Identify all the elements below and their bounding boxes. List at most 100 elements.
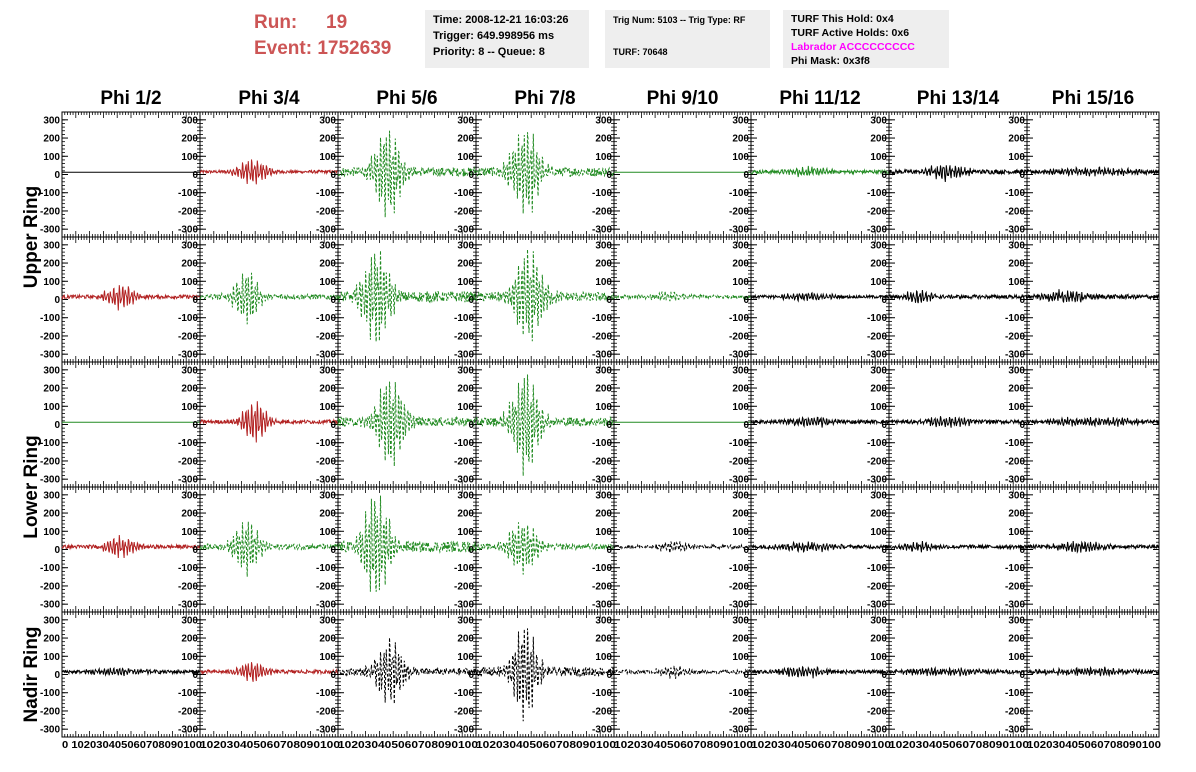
column-header-3: Phi 5/6	[376, 88, 437, 109]
ytick-label: -100	[178, 438, 198, 449]
panel-frame-r1-c5	[613, 111, 752, 238]
ytick-label: -100	[729, 188, 749, 199]
ytick-label: -200	[178, 331, 198, 342]
ytick-label: 0	[743, 295, 749, 306]
run-event-header: Run: 19 Event: 1752639	[254, 10, 391, 62]
ytick-label: 100	[457, 402, 474, 413]
ytick-label: -100	[729, 313, 749, 324]
panel-frame-r1-c2	[199, 111, 339, 238]
waveform-r2-c2	[199, 272, 339, 325]
ytick-label: 200	[457, 134, 474, 145]
ytick-label: -200	[454, 331, 474, 342]
ytick-label: 0	[192, 420, 198, 431]
ytick-label: -100	[592, 188, 612, 199]
ytick-label: 0	[54, 170, 60, 181]
ytick-label: -200	[454, 206, 474, 217]
waveform-r1-c3	[337, 130, 477, 218]
ytick-label: 300	[43, 365, 60, 376]
ytick-label: 300	[43, 490, 60, 501]
ytick-label: -100	[178, 188, 198, 199]
ytick-label: 300	[1008, 240, 1025, 251]
ytick-label: 200	[1008, 384, 1025, 395]
panel-frame-r1-c1	[61, 111, 201, 238]
ytick-label: -300	[1005, 475, 1025, 486]
ytick-label: 100	[732, 152, 749, 163]
trigger-text: Trigger: 649.998956 ms	[433, 30, 555, 42]
ytick-label: -200	[1005, 456, 1025, 467]
trig-info-box: Trig Num: 5103 -- Trig Type: RF TURF: 70…	[605, 10, 770, 68]
ytick-label: -300	[454, 350, 474, 361]
ytick-label: 0	[606, 420, 612, 431]
ytick-label: -200	[40, 581, 60, 592]
ytick-label: 300	[181, 240, 198, 251]
ytick-label: 300	[181, 490, 198, 501]
panel-frame-r3-c6	[750, 361, 890, 488]
ytick-label: 300	[181, 365, 198, 376]
ytick-label: -200	[592, 331, 612, 342]
ytick-label: -300	[867, 475, 887, 486]
ytick-label: 300	[870, 115, 887, 126]
ring-label-2: Lower Ring	[21, 435, 42, 538]
time-text: Time: 2008-12-21 16:03:26	[433, 14, 569, 26]
ytick-label: 0	[606, 170, 612, 181]
panel-frame-r2-c2	[199, 236, 339, 363]
ytick-label: -100	[316, 563, 336, 574]
ytick-label: 100	[181, 277, 198, 288]
ytick-label: 300	[43, 240, 60, 251]
ytick-label: -200	[1005, 206, 1025, 217]
ytick-label: 200	[43, 134, 60, 145]
ytick-label: 200	[870, 259, 887, 270]
ytick-label: -300	[867, 225, 887, 236]
ytick-label: -200	[729, 206, 749, 217]
turf-text: TURF: 70648	[613, 47, 668, 57]
ytick-label: -100	[1005, 438, 1025, 449]
waveform-r2-c5	[613, 291, 752, 303]
ring-label-1: Upper Ring	[21, 186, 42, 288]
waveform-r1-c7	[888, 165, 1028, 183]
ytick-label: -100	[1005, 313, 1025, 324]
ytick-label: -100	[178, 563, 198, 574]
waveform-r2-c8	[1026, 289, 1160, 303]
ytick-label: -200	[178, 456, 198, 467]
ytick-label: 100	[595, 402, 612, 413]
panel-frame-r2-c1	[61, 236, 201, 363]
ytick-label: 100	[181, 402, 198, 413]
ytick-label: 0	[468, 295, 474, 306]
ytick-label: 300	[595, 240, 612, 251]
ytick-label: 0	[192, 170, 198, 181]
waveform-r1-c4	[475, 132, 615, 214]
ytick-label: -300	[1005, 350, 1025, 361]
ytick-label: 300	[319, 240, 336, 251]
ytick-label: 0	[54, 420, 60, 431]
ytick-label: 0	[330, 170, 336, 181]
waveform-r3-c2	[199, 401, 339, 443]
ytick-label: -300	[729, 475, 749, 486]
ytick-label: 0	[881, 420, 887, 431]
ytick-label: -100	[40, 438, 60, 449]
ytick-label: -100	[867, 438, 887, 449]
ytick-label: 100	[870, 152, 887, 163]
ytick-label: -300	[40, 225, 60, 236]
ytick-label: 0	[330, 420, 336, 431]
ytick-label: -300	[729, 225, 749, 236]
ytick-label: 100	[1008, 402, 1025, 413]
ytick-label: -300	[1005, 225, 1025, 236]
waveform-r3-c7	[888, 416, 1028, 428]
ytick-label: 0	[468, 170, 474, 181]
ytick-label: 0	[1019, 420, 1025, 431]
ytick-label: -200	[316, 206, 336, 217]
ytick-label: 0	[192, 545, 198, 556]
ytick-label: 200	[43, 259, 60, 270]
ytick-label: 0	[54, 545, 60, 556]
waveform-r3-c3	[337, 381, 477, 467]
ytick-label: 300	[319, 115, 336, 126]
panel-frame-r2-c6	[750, 236, 890, 363]
ytick-label: -100	[178, 313, 198, 324]
ytick-label: -200	[592, 206, 612, 217]
column-header-6: Phi 11/12	[779, 88, 860, 109]
ytick-label: 200	[43, 384, 60, 395]
ytick-label: 100	[319, 527, 336, 538]
ytick-label: -300	[592, 475, 612, 486]
ytick-label: 100	[595, 152, 612, 163]
